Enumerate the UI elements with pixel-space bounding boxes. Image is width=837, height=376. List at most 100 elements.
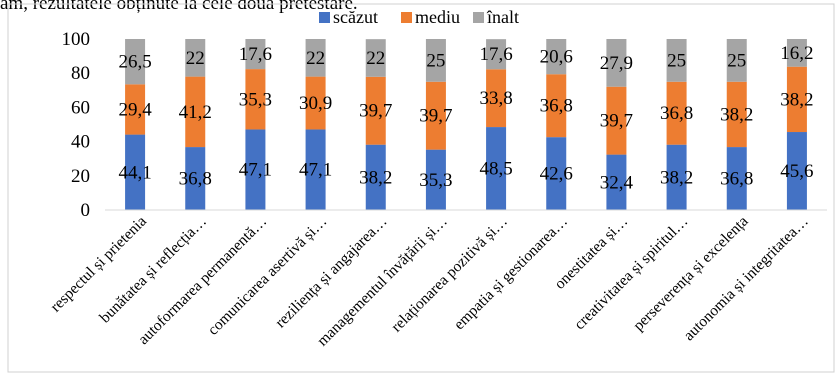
- data-label: 32,4: [600, 172, 634, 193]
- data-label: 38,2: [660, 167, 693, 188]
- bar-segment: [245, 69, 266, 130]
- bar-segment: [245, 129, 266, 210]
- bar-segment: [486, 69, 507, 128]
- data-label: 29,4: [118, 99, 152, 120]
- data-label: 38,2: [359, 167, 392, 188]
- data-labels: 44,1 29,4 26,5 36,8 41,2 22 47,1 35,3 17,6 47,1 30…: [118, 43, 813, 193]
- y-tick-label: 100: [62, 29, 91, 50]
- data-label: 22: [186, 48, 205, 69]
- legend-label-2: înalt: [486, 7, 519, 27]
- chart-frame: [7, 3, 835, 373]
- bar-segment: [666, 144, 687, 210]
- y-tick-label: 0: [81, 200, 91, 221]
- data-label: 35,3: [239, 89, 272, 110]
- data-label: 20,6: [540, 47, 573, 68]
- bar-segment: [245, 39, 266, 70]
- data-label: 22: [306, 48, 325, 69]
- data-label: 30,9: [299, 93, 332, 114]
- data-label: 17,6: [239, 44, 272, 65]
- data-label: 25: [667, 50, 686, 71]
- data-label: 48,5: [479, 159, 512, 180]
- bar-segment: [185, 76, 206, 148]
- bar-segment: [786, 132, 807, 210]
- bar-segment: [365, 76, 386, 145]
- data-label: 17,6: [479, 44, 512, 65]
- data-label: 38,2: [780, 89, 813, 110]
- bar-segment: [305, 76, 326, 130]
- legend-swatch-1: [401, 12, 412, 23]
- data-label: 47,1: [299, 160, 332, 181]
- y-tick-label: 60: [71, 97, 90, 118]
- bar-segment: [666, 81, 687, 145]
- data-label: 36,8: [540, 96, 573, 117]
- bar-segment: [486, 127, 507, 210]
- data-label: 25: [727, 50, 746, 71]
- bar-segment: [125, 39, 146, 85]
- bar-segment: [546, 74, 567, 138]
- data-label: 38,2: [720, 104, 753, 125]
- bar-segment: [425, 149, 446, 210]
- bar-segment: [606, 39, 627, 87]
- data-label: 39,7: [600, 111, 633, 132]
- data-label: 36,8: [660, 103, 693, 124]
- bar-segment: [425, 81, 446, 150]
- x-tick-label: perseverența și excelența: [630, 213, 752, 335]
- bar-segment: [726, 147, 747, 210]
- data-label: 36,8: [179, 169, 212, 190]
- data-label: 22: [366, 48, 385, 69]
- bar-segment: [606, 86, 627, 155]
- x-tick-label: comunicarea asertivă și…: [205, 213, 331, 339]
- data-label: 25: [426, 50, 445, 71]
- x-tick-label: bunătatea și reflecția…: [96, 213, 210, 327]
- data-label: 47,1: [239, 160, 272, 181]
- y-axis: 0 20 40 60 80 100: [62, 29, 91, 221]
- bar-segment: [305, 129, 326, 210]
- x-tick-label: relaționarea pozitivă și…: [388, 213, 511, 336]
- data-label: 45,6: [780, 161, 813, 182]
- bar-segment: [666, 39, 687, 82]
- bar-segment: [125, 134, 146, 210]
- data-label: 39,7: [419, 106, 452, 127]
- legend-label-1: mediu: [415, 7, 460, 27]
- legend-swatch-0: [319, 12, 330, 23]
- bar-segment: [425, 39, 446, 82]
- data-label: 44,1: [118, 162, 151, 183]
- bar-segment: [185, 39, 206, 77]
- data-label: 42,6: [540, 164, 573, 185]
- bar-segment: [125, 84, 146, 135]
- bar-segment: [786, 66, 807, 133]
- y-tick-label: 40: [71, 132, 90, 153]
- data-label: 35,3: [419, 170, 452, 191]
- data-label: 16,2: [780, 43, 813, 64]
- bar-segment: [606, 154, 627, 210]
- data-label: 39,7: [359, 101, 392, 122]
- bar-segment: [546, 39, 567, 75]
- bar-segment: [185, 147, 206, 210]
- data-label: 26,5: [118, 52, 151, 73]
- bar-segment: [726, 39, 747, 82]
- legend: scăzut mediu înalt: [319, 7, 519, 27]
- bar-segment: [365, 144, 386, 210]
- bar-segment: [305, 39, 326, 77]
- bar-segment: [365, 39, 386, 77]
- bars: [125, 39, 807, 210]
- data-label: 36,8: [720, 169, 753, 190]
- x-tick-label: autonomia și integritatea…: [680, 213, 811, 344]
- bar-segment: [486, 39, 507, 70]
- data-label: 33,8: [479, 88, 512, 109]
- data-label: 41,2: [179, 102, 212, 123]
- data-label: 27,9: [600, 53, 633, 74]
- x-tick-label: creativitatea și spiritul…: [571, 213, 691, 333]
- legend-label-0: scăzut: [333, 7, 378, 27]
- x-tick-label: empatia și gestionarea…: [451, 213, 571, 333]
- bar-segment: [786, 39, 807, 67]
- y-tick-label: 20: [71, 166, 90, 187]
- x-tick-label: reziliența și angajarea…: [272, 213, 391, 332]
- bar-segment: [726, 81, 747, 148]
- y-tick-label: 80: [71, 63, 90, 84]
- bar-segment: [546, 137, 567, 210]
- legend-swatch-2: [473, 12, 484, 23]
